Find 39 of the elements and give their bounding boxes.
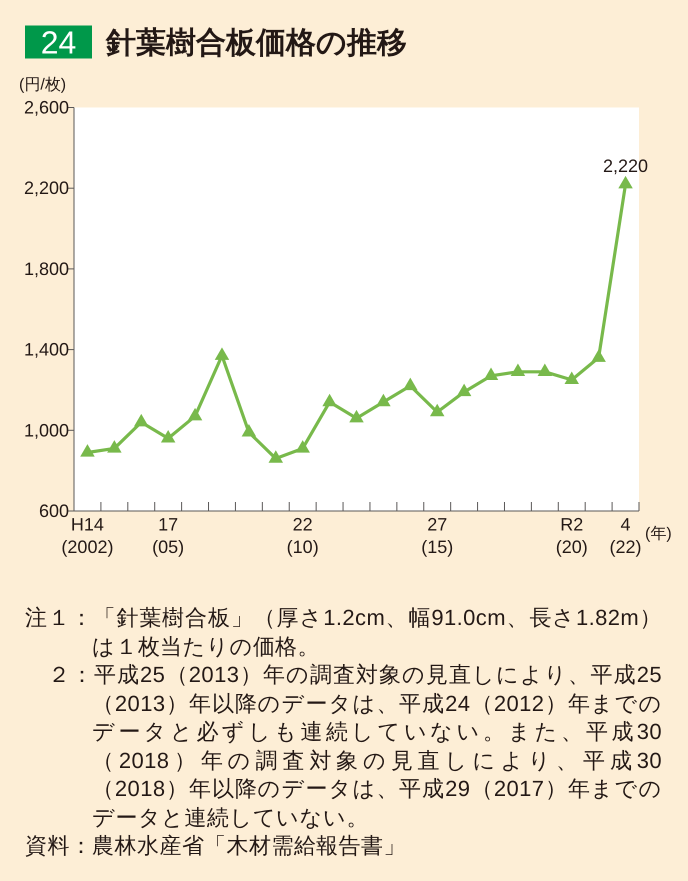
point xyxy=(538,363,552,376)
point xyxy=(80,444,95,457)
y-tick-label: 2,600 xyxy=(24,98,69,118)
text: 資料：農林水産省「木材需給報告書」 xyxy=(24,832,407,860)
x-tick-label: R2 (20) xyxy=(556,514,588,557)
y-tick-label: 1,400 xyxy=(24,340,69,360)
text: 24 xyxy=(40,24,76,60)
point xyxy=(456,384,472,396)
point xyxy=(322,394,337,406)
x-axis-title: (年) xyxy=(645,526,672,542)
point xyxy=(134,414,149,426)
data-label: 2,220 xyxy=(603,156,648,176)
x-tick-label: 17 (05) xyxy=(152,514,184,557)
text: 注１：「針葉樹合板」（厚さ1.2cm、幅91.0cm、長さ1.82m）は１枚当たりの価格。 xyxy=(24,604,662,660)
point xyxy=(295,440,310,453)
point xyxy=(403,378,418,390)
point xyxy=(160,430,176,443)
y-tick-label: 2,200 xyxy=(24,178,69,198)
text: ２：平成25（2013）年の調査対象の見直しにより、平成25（2013）年以降のデータは、平成24（2012）年までのデータと必ずしも連続していない。また、平成30（2018）年の調査対象の見直しにより、平成30（2018）年以降のデータは、平成29（2017）年までのデータと連続していない。 xyxy=(47,661,662,832)
point xyxy=(268,450,284,463)
point xyxy=(242,424,256,436)
chart-title: 針葉樹合板価格の推移 xyxy=(105,26,407,60)
point xyxy=(591,349,606,362)
x-tick-label: 27 (15) xyxy=(421,514,454,557)
point xyxy=(107,440,122,453)
x-tick-label: 22 (10) xyxy=(286,514,319,557)
point xyxy=(376,394,391,406)
point xyxy=(430,404,444,416)
point xyxy=(349,410,364,422)
point xyxy=(214,347,230,360)
point xyxy=(188,408,202,420)
point xyxy=(510,363,526,376)
x-tick-label: 4 (22) xyxy=(610,514,642,557)
point xyxy=(618,176,633,188)
y-tick-label: 1,000 xyxy=(24,420,69,440)
point xyxy=(484,367,498,380)
y-axis-title: (円/枚) xyxy=(19,76,66,94)
y-tick-label: 1,800 xyxy=(24,258,69,279)
point xyxy=(564,372,579,384)
